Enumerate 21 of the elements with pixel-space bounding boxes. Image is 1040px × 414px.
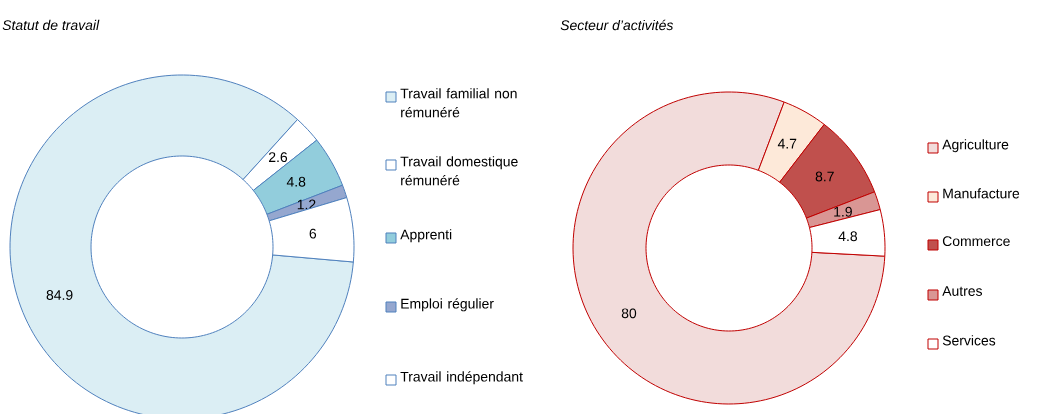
legend-label: Manufacture	[943, 188, 1020, 199]
data-label: 2.6	[268, 152, 288, 163]
data-label: 1.9	[834, 206, 852, 217]
data-label: 8.7	[815, 171, 834, 182]
data-label: 4.7	[777, 138, 797, 149]
legend-label: Autres	[942, 286, 983, 296]
legend-label: Commerce	[942, 236, 1010, 247]
legend-label: Travail familial non rémunéré	[400, 88, 517, 118]
data-label: 4.8	[838, 231, 858, 242]
chart-title: Statut de travail	[2, 19, 100, 31]
legend-label: Agriculture	[942, 139, 1009, 153]
chart-title: Secteur d’activités	[560, 19, 674, 31]
data-label: 4.8	[286, 176, 306, 187]
data-label: 80	[621, 308, 637, 319]
legend-label: Services	[942, 335, 996, 346]
legend-label: Apprenti	[400, 229, 452, 243]
legend-label: Travail domestique rémunéré	[400, 156, 518, 186]
legend-label: Emploi régulier	[401, 298, 494, 312]
legend-label: Travail indépendant	[400, 371, 523, 385]
data-label: 6	[309, 228, 317, 239]
data-label: 84.9	[46, 290, 73, 300]
